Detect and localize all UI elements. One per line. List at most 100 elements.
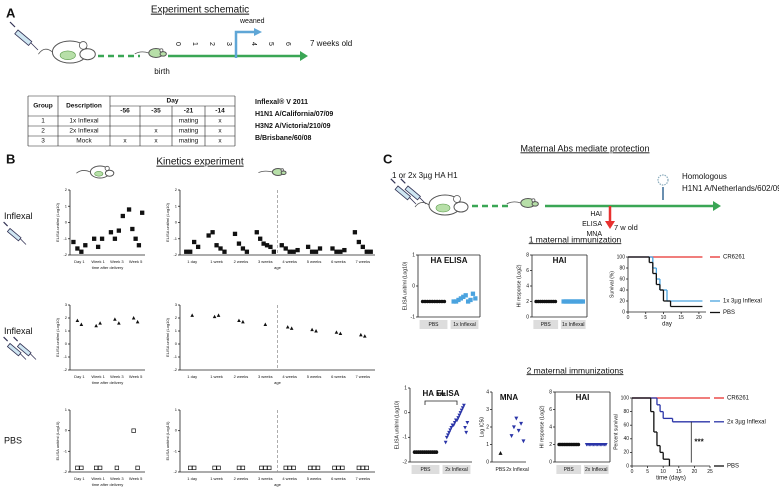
mouse-tail [414,202,430,208]
group-label: Week 3 [110,374,124,379]
y-tick-label: 20 [623,450,629,456]
mouse-ear [104,165,110,171]
y-tick-label: 1 [175,203,178,208]
data-point [519,421,524,426]
data-point [291,249,296,254]
table-cell: x [154,128,158,135]
group-label: 5 weeks [307,476,322,481]
mouse-head [453,201,469,213]
data-point [360,465,365,471]
group-label: 1x Inflexal [453,322,476,328]
data-point [237,318,241,323]
y-tick-label: 2 [65,187,68,192]
data-point [254,230,259,235]
group-label: 4 weeks [282,476,297,481]
group-label: 6 weeks [331,476,346,481]
data-point [259,465,264,471]
data-point [309,249,315,254]
y-tick-label: 100 [617,254,626,260]
syringe-plunger [390,178,396,184]
data-point [126,207,132,212]
legend-entry: CR6261 [723,255,746,261]
data-point [456,416,461,420]
y-tick-label: -1 [63,236,67,241]
y-tick-label: 20 [619,298,625,304]
x-axis-title: age [274,265,281,270]
group-label: 4 weeks [282,374,297,379]
group-label: Week 1 [91,259,105,264]
group-label: Day 1 [74,374,85,379]
table-cell: x [154,138,158,145]
y-axis-title: ELISA unit/ml (Log10) [165,202,170,242]
data-point [604,443,608,447]
vaccine-text: H1N1 A/California/07/09 [255,111,333,118]
data-point [451,423,456,428]
group-label: 6 weeks [331,374,346,379]
group-label: Week 5 [129,259,143,264]
data-point [514,416,519,421]
data-point [258,236,263,241]
table-cell: Mock [76,138,92,145]
data-point [240,465,246,471]
pups-inside [59,50,76,60]
x-tick-label: 15 [676,469,682,475]
y-tick-label: 80 [623,409,629,415]
y-tick-label: 4 [526,283,529,289]
data-point [342,247,347,253]
group-label: 1 week [210,259,223,264]
group-label: Week 3 [110,259,124,264]
data-point [460,406,465,410]
vaccine-text: H3N2 A/Victoria/210/09 [255,123,331,130]
challenge-text: H1N1 A/Netherlands/602/09 [682,184,779,193]
x-axis-title: time (days) [656,476,686,482]
group-label: 4 weeks [282,259,297,264]
data-point [287,465,292,471]
data-point [135,465,140,471]
syringe-plunger [400,178,406,184]
data-point [468,297,473,303]
y-tick-label: 0 [175,341,178,346]
y-tick-label: 60 [619,276,625,282]
table-cell: x [218,128,222,135]
table-header: -35 [151,108,161,115]
y-tick-label: 2 [175,315,178,320]
y-tick-label: -2 [63,367,67,372]
data-point [473,296,478,301]
x-axis-title: age [274,482,281,487]
mouse-ear [453,195,461,203]
data-point [212,465,217,471]
group-label: PBS [420,467,431,473]
chart-title: HAI [553,256,567,265]
x-axis-title: time after delivery [92,482,124,487]
timeline-label: 7 w old [614,223,638,232]
group-label: 2 weeks [234,476,249,481]
y-tick-label: 8 [549,389,552,395]
data-point [83,243,88,248]
pups-inside [435,203,451,213]
data-point [446,433,450,437]
table-cell: 2x Inflexal [69,128,99,135]
data-point [131,428,136,433]
data-point [192,239,197,245]
y-tick-label: 1 [65,328,68,333]
data-point [135,319,140,324]
y-tick-label: 6 [526,268,529,274]
y-axis-title: HI response (Log2) [516,264,522,307]
chart-title: HA ELISA [422,389,459,398]
y-tick-label: 2 [175,187,178,192]
syringe-plunger [3,336,9,342]
data-point [117,321,121,325]
y-tick-label: 0 [622,309,625,315]
group-label: 3 weeks [258,476,273,481]
data-point [455,418,459,423]
data-point [236,465,242,471]
data-point [334,330,339,334]
data-point [338,331,343,336]
data-point [291,465,296,471]
timeline-label: 7 weeks old [310,39,352,48]
data-point [271,249,276,254]
mouse-tail [506,201,521,205]
data-point [108,230,114,235]
data-point [140,210,145,215]
significance-bracket [424,400,458,405]
